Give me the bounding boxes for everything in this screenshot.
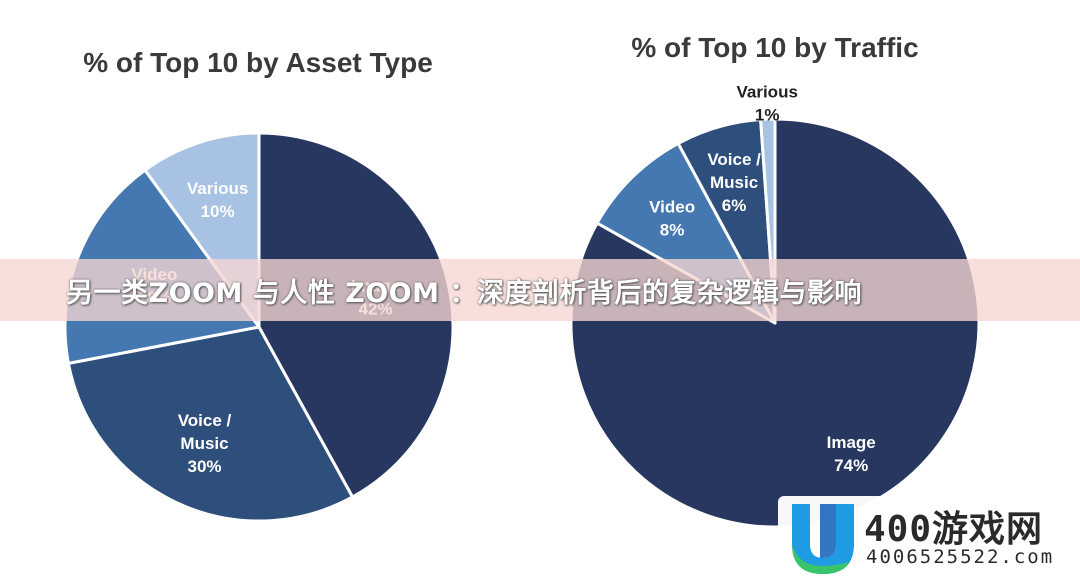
pie-label-video: Video 8% — [649, 198, 695, 240]
pie-label-various: Various 1% — [736, 82, 797, 124]
pie-slice-voice-music — [66, 325, 354, 523]
pie-label-image: Image 74% — [827, 433, 876, 475]
site-watermark: 400游戏网 4006525522.com — [778, 496, 1078, 578]
chart-title-asset-type: % of Top 10 by Asset Type — [83, 47, 433, 78]
pie-label-voice-music: Voice / Music 30% — [178, 411, 232, 476]
watermark-brand: 400游戏网 — [864, 509, 1044, 550]
pie-label-various: Various 10% — [187, 179, 248, 221]
chart-title-traffic: % of Top 10 by Traffic — [631, 32, 918, 63]
u-logo-icon — [792, 504, 854, 574]
pie-asset-type: Image42%Voice /Music30%Video18%Various10… — [63, 131, 455, 523]
banner-text: 另一类ZOOM 与人性 ZOOM ：深度剖析背后的复杂逻辑与影响 — [66, 277, 862, 309]
watermark-url: 4006525522.com — [866, 546, 1055, 568]
pie-label-voice-music: Voice / Music 6% — [707, 150, 761, 215]
overlay-banner: 另一类ZOOM 与人性 ZOOM ：深度剖析背后的复杂逻辑与影响 — [0, 259, 1080, 321]
